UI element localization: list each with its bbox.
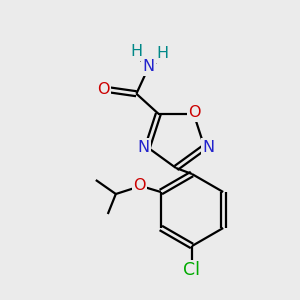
- Text: O: O: [97, 82, 110, 97]
- Text: N: N: [202, 140, 214, 155]
- Text: N: N: [142, 59, 154, 74]
- Text: O: O: [188, 105, 201, 120]
- Text: N: N: [137, 140, 149, 155]
- Text: H: H: [130, 44, 142, 59]
- Text: O: O: [134, 178, 146, 193]
- Text: H: H: [156, 46, 168, 61]
- Text: Cl: Cl: [184, 261, 200, 279]
